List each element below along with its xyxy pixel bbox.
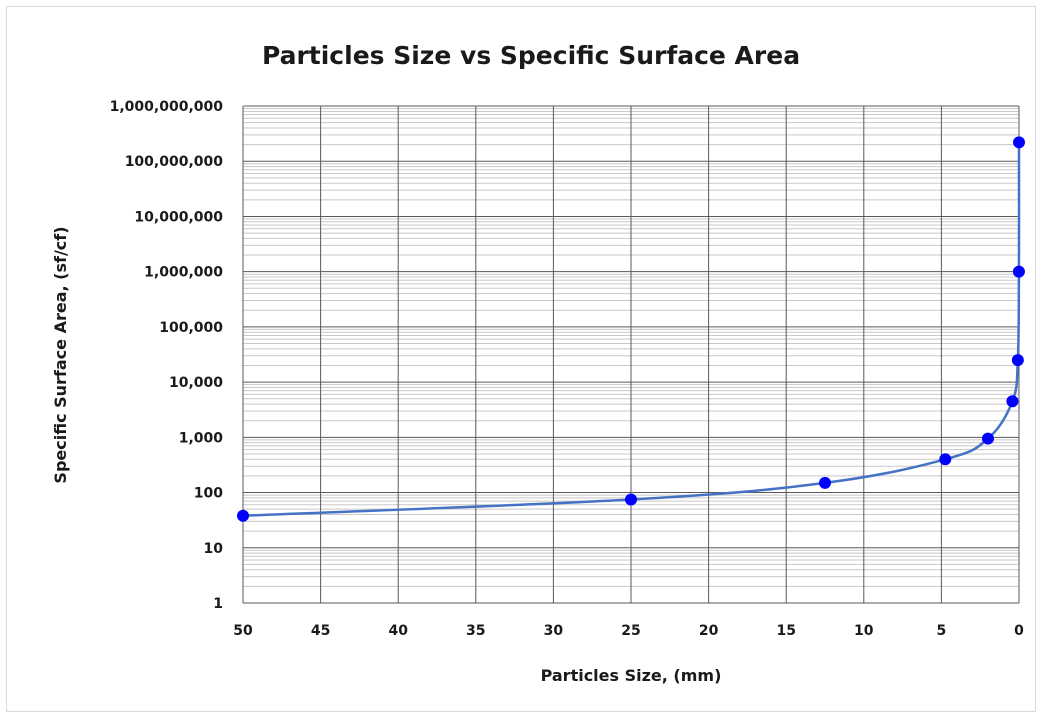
y-tick-label: 100,000 [159,320,223,336]
data-point [819,476,831,489]
x-axis-title: Particles Size, (mm) [541,666,722,685]
x-tick-label: 20 [699,623,719,639]
x-tick-label: 15 [776,623,795,639]
data-point [981,432,994,445]
x-tick-label: 10 [854,623,874,639]
x-tick-label: 35 [466,623,485,639]
x-tick-label: 25 [621,623,640,639]
x-tick-label: 5 [937,623,947,639]
x-tick-label: 40 [388,623,408,639]
y-tick-label: 1,000,000 [144,265,223,281]
x-tick-label: 0 [1014,623,1024,639]
y-tick-label: 10 [204,541,224,557]
x-tick-label: 45 [311,623,330,639]
y-tick-label: 10,000 [169,375,223,391]
y-tick-label: 1,000,000,000 [110,99,224,115]
y-tick-label: 100 [194,486,223,502]
data-point [1012,265,1025,278]
x-tick-label: 30 [544,623,564,639]
data-point [1011,354,1024,367]
y-tick-label: 100,000,000 [125,154,224,170]
data-point [237,509,249,522]
y-axis-title: Specific Surface Area, (sf/cf) [51,226,70,483]
data-point [1006,395,1019,408]
y-tick-label: 1 [213,596,223,612]
y-tick-label: 1,000 [179,430,224,446]
x-tick-label: 50 [233,623,253,639]
series-line [242,142,1021,518]
data-point [939,453,952,466]
data-point [625,493,637,506]
y-tick-label: 10,000,000 [134,209,223,225]
chart-title: Particles Size vs Specific Surface Area [262,41,800,70]
data-point [1012,136,1025,149]
